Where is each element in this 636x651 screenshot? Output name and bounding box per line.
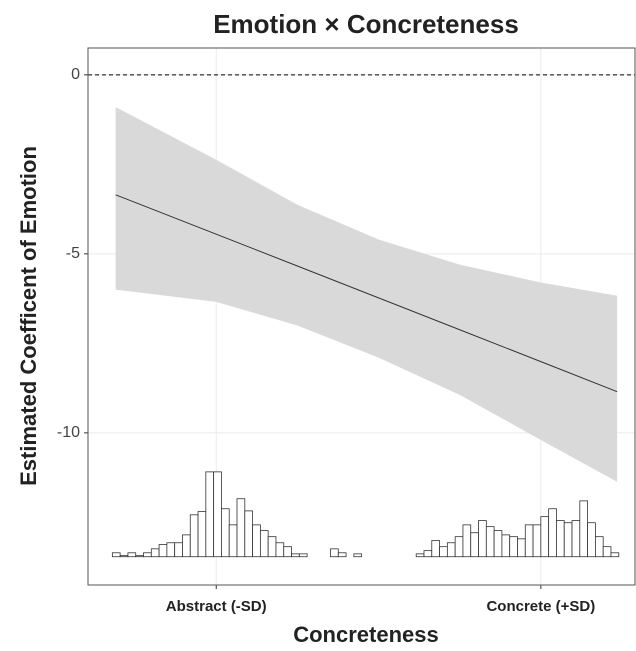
histogram-bar: [532, 524, 542, 558]
histogram-bar: [493, 530, 503, 558]
histogram-bar: [337, 552, 347, 558]
histogram-bar: [517, 538, 526, 558]
panel-border: [87, 47, 636, 586]
histogram-bar: [431, 540, 440, 558]
histogram-bar: [189, 514, 199, 558]
y-axis-label: Estimated Coefficent of Emotion: [16, 146, 41, 486]
histogram-bar: [446, 542, 456, 558]
histogram-bar: [283, 546, 292, 558]
confidence-band: [115, 107, 618, 482]
histogram-bar: [579, 500, 589, 558]
histogram-bar: [556, 520, 565, 558]
estimate-line: [115, 194, 618, 393]
x-tick-label: Abstract (-SD): [166, 598, 267, 615]
histogram-bar: [236, 498, 246, 558]
histogram-bar: [501, 534, 511, 558]
histogram-bar: [563, 522, 573, 558]
chart-title: Emotion × Concreteness: [213, 9, 519, 39]
histogram-bar: [470, 532, 479, 558]
histogram-bar: [330, 548, 339, 558]
histogram-bar: [111, 552, 121, 558]
histogram-bar: [174, 542, 183, 558]
histogram-bar: [291, 553, 300, 558]
histogram-bar: [594, 536, 604, 558]
histogram-bar: [602, 546, 612, 558]
histogram-bar: [244, 510, 253, 558]
histogram-bar: [119, 555, 129, 558]
histogram-bar: [259, 530, 269, 558]
histogram-bar: [267, 536, 277, 558]
histogram-bar: [150, 548, 160, 558]
histogram-bar: [143, 552, 152, 558]
histogram-bar: [127, 552, 137, 558]
histogram-bar: [509, 536, 518, 558]
histogram-bar: [252, 524, 261, 558]
histogram-bar: [478, 520, 487, 558]
histogram-bar: [415, 553, 425, 558]
histogram-bar: [135, 555, 144, 558]
histogram-bar: [205, 471, 215, 558]
histogram-bar: [228, 524, 238, 558]
histogram-bar: [571, 520, 581, 558]
y-tick-label: -10: [57, 424, 80, 441]
histogram-bar: [485, 526, 495, 558]
histogram-bar: [158, 544, 168, 558]
histogram-bar: [213, 471, 222, 558]
histogram-bar: [439, 546, 448, 558]
histogram-bar: [275, 542, 285, 558]
histogram-bar: [524, 524, 534, 558]
histogram-bar: [221, 508, 230, 558]
histogram-bar: [610, 552, 620, 558]
histogram-bar: [423, 550, 433, 558]
x-tick-label: Concrete (+SD): [486, 598, 595, 615]
histogram-bar: [548, 508, 557, 558]
histogram-bar: [298, 553, 308, 558]
histogram-bar: [182, 534, 191, 558]
histogram-bar: [540, 516, 550, 558]
y-tick-label: 0: [71, 66, 80, 83]
histogram-bar: [462, 524, 472, 558]
x-axis-label: Concreteness: [293, 622, 439, 647]
histogram-bar: [166, 542, 176, 558]
histogram-bar: [587, 522, 596, 558]
histogram-bar: [454, 536, 464, 558]
y-tick-label: -5: [66, 245, 80, 262]
histogram-bar: [197, 511, 207, 558]
histogram-bar: [353, 553, 363, 558]
